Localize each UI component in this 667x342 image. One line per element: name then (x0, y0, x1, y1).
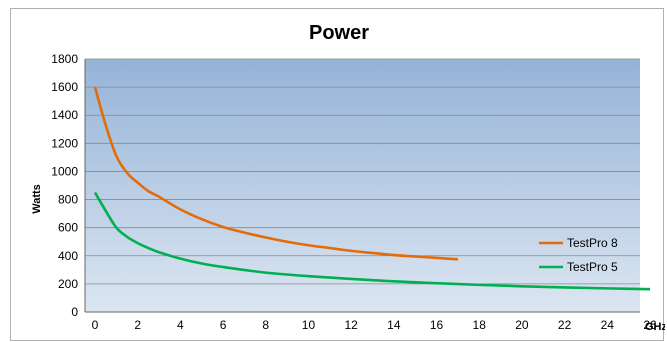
x-tick-label: 2 (134, 318, 141, 332)
series-line-testpro-5 (93, 191, 651, 291)
y-tick-label: 1200 (51, 136, 78, 150)
y-tick-label: 1400 (51, 108, 78, 122)
x-tick-label: 24 (601, 318, 615, 332)
x-tick-label: 26 (643, 318, 657, 332)
x-tick-label: 14 (387, 318, 401, 332)
x-axis-label: GHz (645, 321, 665, 333)
y-tick-label: 400 (58, 249, 78, 263)
legend: TestPro 8 TestPro 5 (539, 236, 618, 274)
x-tick-label: 4 (177, 318, 184, 332)
series-line-testpro-8 (93, 86, 458, 261)
series-lines (93, 86, 651, 291)
chart-frame: Power 0 200 400 600 800 1000 1200 1400 1600 1800 0… (10, 8, 665, 341)
y-tick-label: 1800 (51, 52, 78, 66)
y-tick-label: 800 (58, 193, 78, 207)
x-tick-label: 16 (430, 318, 444, 332)
y-tick-label: 1000 (51, 164, 78, 178)
y-axis-label: Watts (31, 184, 43, 214)
y-tick-label: 200 (58, 277, 78, 291)
x-tick-label: 12 (344, 318, 358, 332)
x-tick-label: 8 (262, 318, 269, 332)
legend-label: TestPro 5 (567, 260, 618, 274)
x-tick-label: 18 (473, 318, 487, 332)
x-tick-label: 22 (558, 318, 572, 332)
chart-title: Power (309, 22, 369, 44)
x-tick-label: 20 (515, 318, 529, 332)
x-tick-label: 10 (302, 318, 316, 332)
power-chart: Power 0 200 400 600 800 1000 1200 1400 1600 1800 0… (31, 22, 665, 333)
gridlines (85, 58, 640, 285)
plot-area (85, 59, 640, 312)
y-tick-label: 600 (58, 221, 78, 235)
y-tick-label: 0 (71, 305, 78, 319)
y-tick-label: 1600 (51, 80, 78, 94)
x-tick-label: 0 (92, 318, 99, 332)
x-tick-label: 6 (220, 318, 227, 332)
legend-label: TestPro 8 (567, 236, 618, 250)
